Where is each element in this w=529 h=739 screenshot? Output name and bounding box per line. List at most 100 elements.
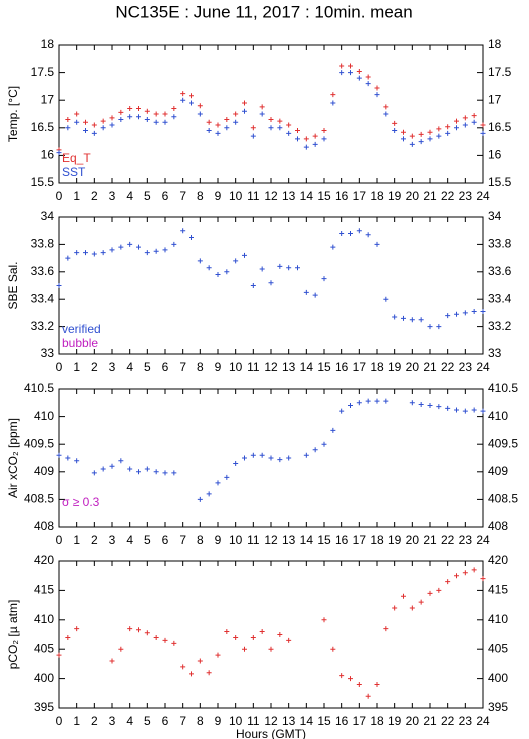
data-point <box>215 272 221 278</box>
y-tick-label: 410 <box>488 612 508 626</box>
data-point <box>259 452 265 458</box>
y-tick-label: 17.5 <box>488 65 512 79</box>
data-point <box>480 130 486 136</box>
data-point <box>383 626 389 632</box>
y-tick-label: 33 <box>41 346 55 360</box>
data-point <box>153 469 159 475</box>
data-point <box>109 115 115 121</box>
data-point <box>365 693 371 699</box>
x-tick-label: 4 <box>126 533 133 547</box>
data-point <box>445 579 451 585</box>
data-point <box>83 128 88 134</box>
data-point <box>374 85 380 91</box>
data-point <box>136 114 141 120</box>
x-tick-label: 22 <box>441 714 455 728</box>
data-point <box>233 258 239 264</box>
x-tick-label: 2 <box>91 189 98 203</box>
x-tick-label: 9 <box>215 714 222 728</box>
data-point <box>206 491 212 497</box>
data-point <box>65 255 71 261</box>
data-point <box>83 250 88 256</box>
data-point <box>303 452 309 458</box>
x-tick-label: 17 <box>353 189 367 203</box>
data-point <box>224 269 230 275</box>
data-point <box>144 108 150 114</box>
x-tick-label: 3 <box>109 533 116 547</box>
x-tick-label: 13 <box>282 189 296 203</box>
data-point <box>445 130 451 136</box>
data-point <box>127 105 133 111</box>
data-point <box>74 250 80 256</box>
data-point <box>127 114 133 120</box>
data-point <box>224 629 230 635</box>
x-tick-label: 24 <box>476 189 490 203</box>
x-tick-label: 1 <box>73 533 80 547</box>
data-point <box>224 117 230 123</box>
y-tick-label: 410.5 <box>24 381 54 395</box>
data-point <box>286 122 292 128</box>
data-point <box>215 652 221 658</box>
x-tick-label: 22 <box>441 533 455 547</box>
y-tick-label: 420 <box>488 553 508 567</box>
data-point <box>303 136 309 142</box>
data-point <box>268 280 274 286</box>
x-tick-label: 20 <box>406 360 420 374</box>
x-tick-label: 11 <box>247 533 260 547</box>
y-tick-label: 16 <box>488 148 502 162</box>
data-point <box>189 100 194 106</box>
data-point <box>383 398 389 404</box>
x-tick-label: 6 <box>162 714 169 728</box>
data-point <box>127 626 133 632</box>
data-point <box>162 637 168 643</box>
data-point <box>74 626 80 632</box>
data-point <box>365 232 371 238</box>
data-point <box>392 314 398 320</box>
y-tick-label: 17 <box>488 92 502 106</box>
y-tick-label: 33.4 <box>31 291 55 305</box>
y-axis-label: Air xCO₂ [ppm] <box>6 418 20 498</box>
data-point <box>277 118 283 124</box>
data-point <box>109 658 115 664</box>
x-tick-label: 3 <box>109 360 116 374</box>
x-tick-label: 9 <box>215 189 222 203</box>
data-point <box>303 289 309 295</box>
data-point <box>242 108 247 114</box>
data-point <box>471 407 477 413</box>
y-tick-label: 400 <box>488 671 508 685</box>
x-tick-label: 23 <box>459 533 473 547</box>
data-point <box>445 405 451 411</box>
data-point <box>339 70 345 76</box>
data-point <box>144 250 150 256</box>
y-tick-label: 415 <box>488 583 508 597</box>
data-point <box>197 658 203 664</box>
data-point <box>436 324 442 330</box>
data-point <box>118 646 124 652</box>
y-tick-label: 33 <box>488 346 502 360</box>
x-tick-label: 5 <box>144 714 151 728</box>
y-tick-label: 16.5 <box>31 120 55 134</box>
x-tick-label: 21 <box>423 714 437 728</box>
data-point <box>471 309 477 315</box>
data-point <box>56 652 62 658</box>
data-point <box>462 570 468 576</box>
x-tick-label: 16 <box>335 714 349 728</box>
data-point <box>365 81 371 87</box>
data-point <box>445 313 451 319</box>
data-point <box>100 250 106 256</box>
data-point <box>136 627 141 633</box>
y-tick-label: 409 <box>488 464 508 478</box>
data-point <box>427 129 433 135</box>
x-tick-label: 15 <box>317 360 331 374</box>
y-tick-label: 395 <box>34 700 54 714</box>
annotation: σ ≥ 0.3 <box>62 495 100 509</box>
data-point <box>480 122 486 128</box>
data-point <box>171 640 177 646</box>
data-point <box>295 265 300 271</box>
x-tick-label: 12 <box>264 360 278 374</box>
y-tick-label: 415 <box>34 583 54 597</box>
data-point <box>197 258 203 264</box>
data-point <box>445 124 451 130</box>
x-tick-label: 12 <box>264 714 278 728</box>
data-point <box>153 634 159 640</box>
data-point <box>330 100 336 106</box>
